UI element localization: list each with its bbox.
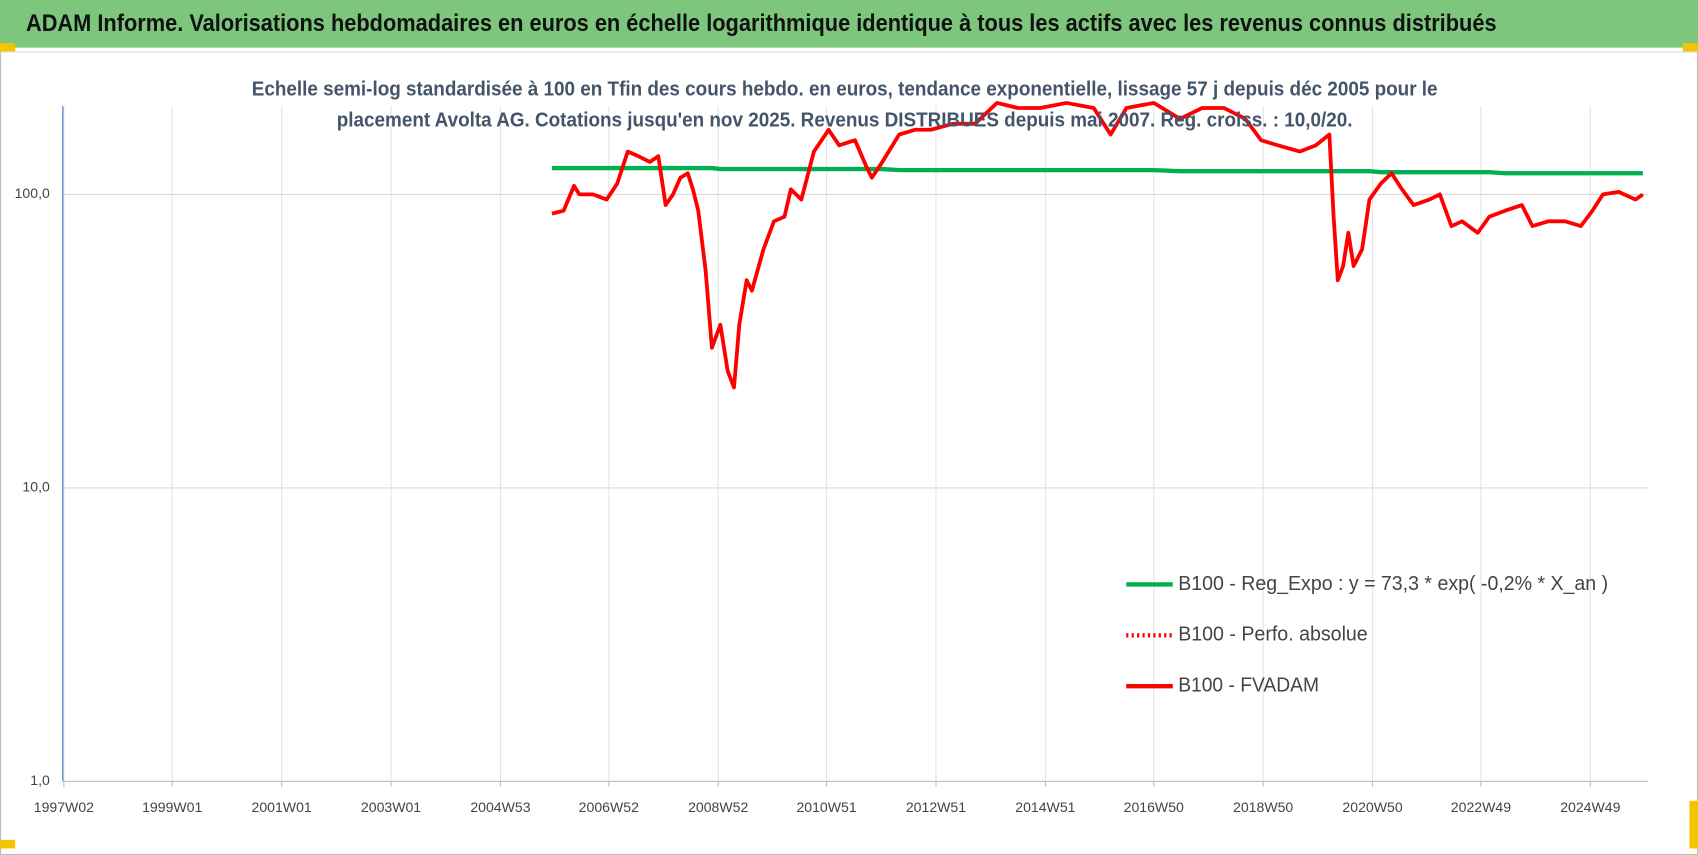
legend-label: B100 - Perfo. absolue bbox=[1178, 623, 1368, 646]
legend-label: B100 - FVADAM bbox=[1178, 674, 1319, 697]
series-line bbox=[551, 101, 1644, 390]
x-tick-label: 2004W53 bbox=[470, 799, 530, 815]
x-tick-label: 2016W50 bbox=[1124, 799, 1184, 815]
x-tick-label: 2006W52 bbox=[579, 799, 639, 815]
y-tick-label: 100,0 bbox=[15, 185, 50, 201]
x-tick-label: 2012W51 bbox=[906, 799, 966, 815]
x-tick-label: 2010W51 bbox=[796, 799, 856, 815]
x-tick-label: 2020W50 bbox=[1342, 799, 1402, 815]
x-tick-label: 2024W49 bbox=[1560, 799, 1620, 815]
y-tick-label: 10,0 bbox=[22, 479, 50, 495]
x-tick-label: 2014W51 bbox=[1015, 799, 1075, 815]
corner bbox=[1689, 800, 1698, 849]
x-tick-label: 2008W52 bbox=[688, 799, 748, 815]
legend-label: B100 - Reg_Expo : y = 73,3 * exp( -0,2% … bbox=[1178, 572, 1608, 595]
corner bbox=[1682, 43, 1698, 52]
x-tick-label: 2018W50 bbox=[1233, 799, 1293, 815]
series-line bbox=[551, 165, 1643, 176]
corner bbox=[0, 43, 16, 52]
chart-title: placement Avolta AG. Cotations jusqu'en … bbox=[337, 109, 1353, 132]
header-title: ADAM Informe. Valorisations hebdomadaire… bbox=[26, 10, 1497, 37]
x-tick-label: 2022W49 bbox=[1451, 799, 1511, 815]
x-tick-label: 1999W01 bbox=[142, 799, 202, 815]
y-tick-label: 1,0 bbox=[30, 772, 50, 788]
x-tick-label: 1997W02 bbox=[34, 799, 94, 815]
header-bar bbox=[0, 0, 1698, 48]
chart-title: Echelle semi-log standardisée à 100 en T… bbox=[252, 77, 1438, 100]
corner bbox=[0, 839, 16, 849]
x-tick-label: 2003W01 bbox=[361, 799, 421, 815]
x-tick-label: 2001W01 bbox=[252, 799, 312, 815]
